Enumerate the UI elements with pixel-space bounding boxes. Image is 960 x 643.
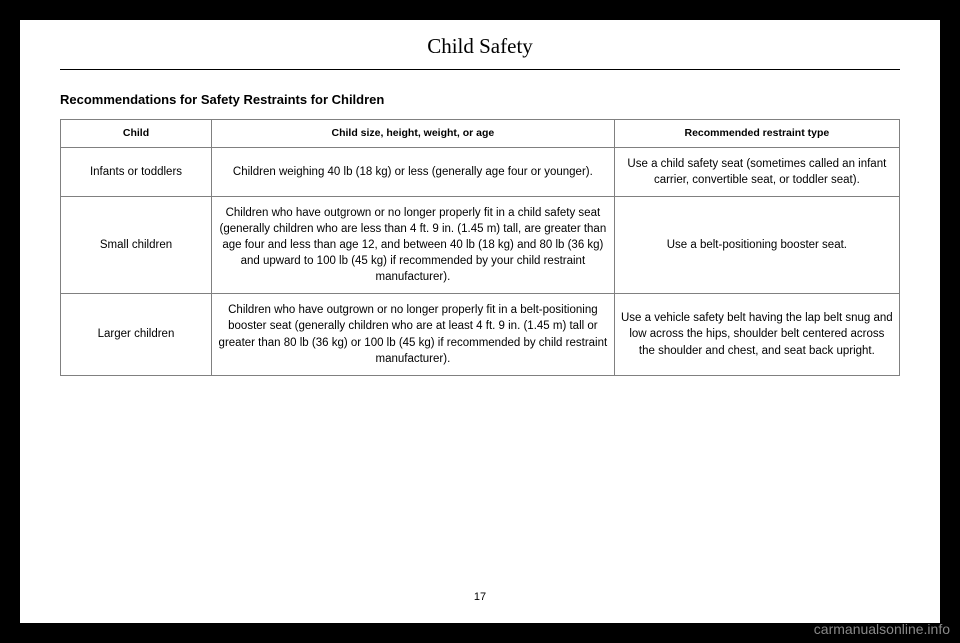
page-title: Child Safety bbox=[60, 20, 900, 70]
page-number: 17 bbox=[20, 591, 940, 603]
section-heading: Recommendations for Safety Restraints fo… bbox=[60, 92, 900, 107]
cell-type: Use a vehicle safety belt having the lap… bbox=[614, 294, 899, 375]
cell-size: Children weighing 40 lb (18 kg) or less … bbox=[212, 147, 615, 196]
cell-child: Small children bbox=[61, 196, 212, 293]
cell-child: Larger children bbox=[61, 294, 212, 375]
table-header-size: Child size, height, weight, or age bbox=[212, 120, 615, 148]
cell-type: Use a child safety seat (sometimes calle… bbox=[614, 147, 899, 196]
restraints-table: Child Child size, height, weight, or age… bbox=[60, 119, 900, 376]
table-header-row: Child Child size, height, weight, or age… bbox=[61, 120, 900, 148]
table-row: Small children Children who have outgrow… bbox=[61, 196, 900, 293]
cell-child: Infants or toddlers bbox=[61, 147, 212, 196]
cell-type: Use a belt-positioning booster seat. bbox=[614, 196, 899, 293]
document-page: Child Safety Recommendations for Safety … bbox=[20, 20, 940, 623]
table-header-type: Recommended restraint type bbox=[614, 120, 899, 148]
table-row: Infants or toddlers Children weighing 40… bbox=[61, 147, 900, 196]
table-row: Larger children Children who have outgro… bbox=[61, 294, 900, 375]
content-area: Recommendations for Safety Restraints fo… bbox=[20, 70, 940, 376]
table-header-child: Child bbox=[61, 120, 212, 148]
watermark: carmanualsonline.info bbox=[814, 621, 950, 637]
cell-size: Children who have outgrown or no longer … bbox=[212, 294, 615, 375]
cell-size: Children who have outgrown or no longer … bbox=[212, 196, 615, 293]
